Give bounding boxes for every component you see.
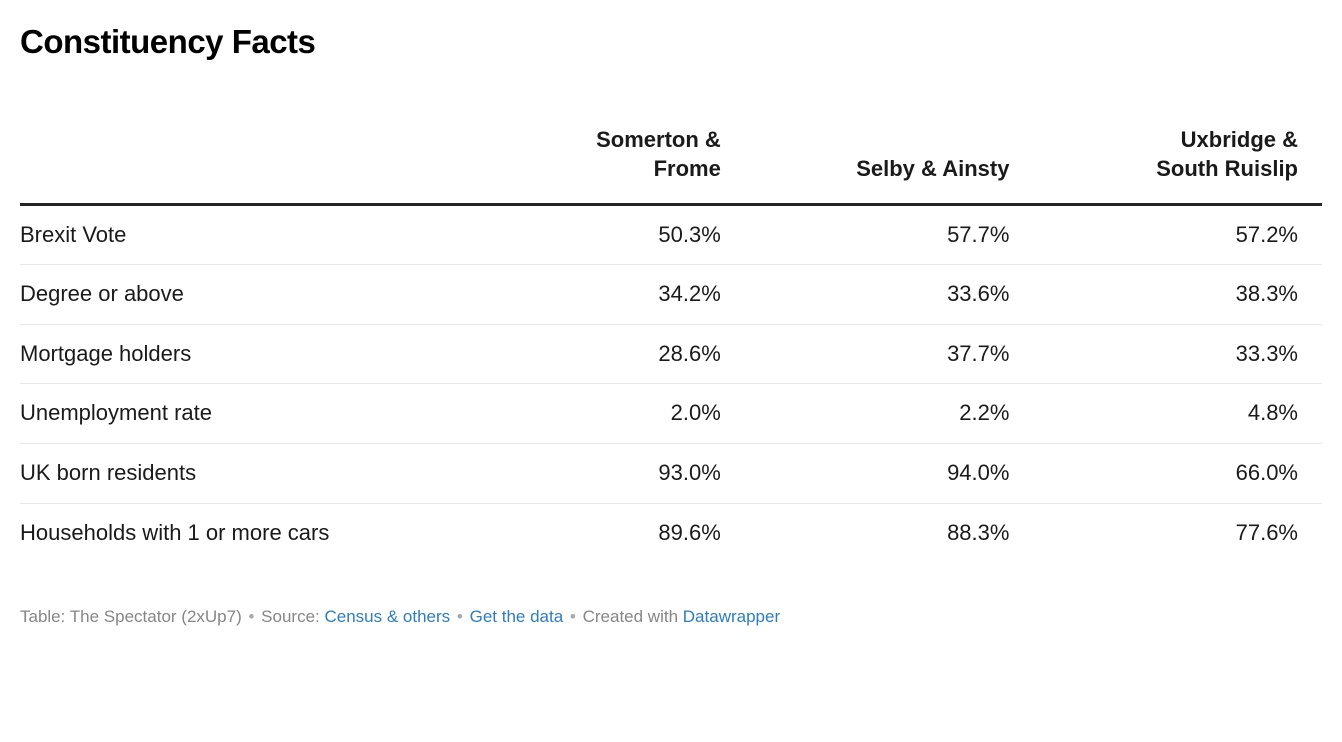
cell-value: 93.0% [456,443,745,504]
table-row: Mortgage holders 28.6% 37.7% 33.3% [20,324,1322,385]
separator-dot: • [248,607,255,627]
footer-attribution: Table: The Spectator (2xUp7) • Source: C… [20,605,1322,629]
column-header-somerton-frome: Somerton & Frome [456,124,745,206]
corner-header-empty [20,124,457,206]
cell-value: 38.3% [1033,264,1322,325]
cell-value: 4.8% [1033,383,1322,445]
cell-value: 33.6% [744,264,1034,325]
table-row: Degree or above 34.2% 33.6% 38.3% [20,264,1322,325]
created-with-label: Created with [582,607,679,627]
row-label: UK born residents [20,443,457,504]
cell-value: 88.3% [947,519,1010,545]
row-label: Degree or above [20,264,457,325]
cell-value: 28.6% [456,324,745,385]
cell-value: 33.3% [1033,324,1322,385]
cell-value: 89.6% [658,519,721,545]
datawrapper-link[interactable]: Datawrapper [682,607,781,627]
table-row: Brexit Vote 50.3% 57.7% 57.2% [20,204,1322,266]
chart-title: Constituency Facts [20,23,316,60]
source-label: Source: [261,607,320,627]
row-label: Mortgage holders [20,324,457,385]
column-header-uxbridge-south-ruislip: Uxbridge & South Ruislip [1033,124,1322,206]
table-body: Brexit Vote 50.3% 57.7% 57.2% Degree or … [20,204,1322,562]
get-the-data-link[interactable]: Get the data [469,607,564,627]
constituency-facts-table: Somerton & Frome Selby & Ainsty Uxbridge… [20,124,1322,563]
row-label: Unemployment rate [20,383,457,445]
cell-value: 50.3% [456,204,745,266]
table-row: Households with 1 or more cars 89.6% 88.… [20,503,1322,562]
cell-value: 37.7% [744,324,1034,385]
cell-value: 57.2% [1033,204,1322,266]
column-header-label: Uxbridge & South Ruislip [1156,126,1298,181]
table-header: Somerton & Frome Selby & Ainsty Uxbridge… [20,124,1322,206]
row-label: Households with 1 or more cars [20,519,330,545]
cell-value: 57.7% [744,204,1034,266]
cell-value: 66.0% [1033,443,1322,504]
column-header-label: Somerton & Frome [596,126,721,181]
table-row: UK born residents 93.0% 94.0% 66.0% [20,443,1322,504]
separator-dot: • [569,607,576,627]
source-link[interactable]: Census & others [324,607,451,627]
table-credit-text: Table: The Spectator (2xUp7) [20,607,242,627]
column-header-selby-ainsty: Selby & Ainsty [744,124,1034,206]
cell-value: 2.2% [744,383,1034,445]
cell-value: 94.0% [744,443,1034,504]
separator-dot: • [456,607,463,627]
table-row: Unemployment rate 2.0% 2.2% 4.8% [20,383,1322,445]
column-header-label: Selby & Ainsty [856,155,1010,181]
cell-value: 77.6% [1235,519,1298,545]
header-row: Somerton & Frome Selby & Ainsty Uxbridge… [20,124,1322,206]
row-label: Brexit Vote [20,204,457,266]
cell-value: 2.0% [456,383,745,445]
cell-value: 34.2% [456,264,745,325]
